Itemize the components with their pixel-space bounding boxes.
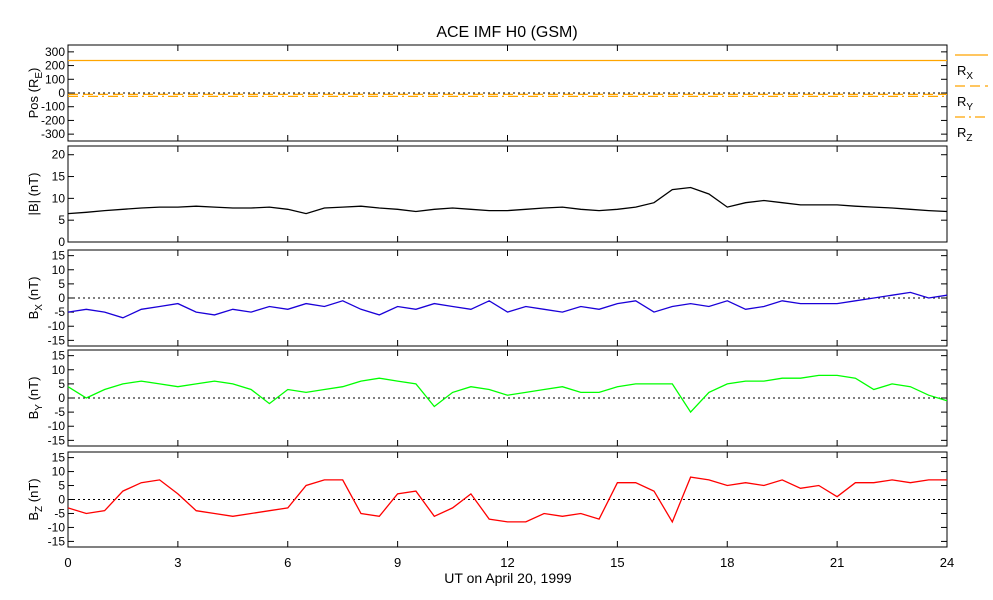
y-tick-label: 0 xyxy=(58,86,65,100)
y-tick-label: 10 xyxy=(52,191,66,205)
y-axis-label: BZ (nT) xyxy=(26,478,45,520)
legend-label: RZ xyxy=(957,125,973,144)
y-tick-label: -300 xyxy=(41,127,65,141)
y-axis-label: |B| (nT) xyxy=(26,173,41,216)
y-axis-label-main: |B| (nT) xyxy=(26,173,41,216)
y-tick-label: 0 xyxy=(58,235,65,249)
x-tick-label: 3 xyxy=(174,555,181,570)
y-tick-label: 5 xyxy=(58,479,65,493)
y-tick-label: 0 xyxy=(58,493,65,507)
series-BZ-line xyxy=(67,476,947,524)
x-axis-label: UT on April 20, 1999 xyxy=(444,570,572,586)
y-tick-label: -5 xyxy=(54,305,65,319)
y-tick-label: 15 xyxy=(52,249,66,263)
y-axis-label: BX (nT) xyxy=(26,277,45,320)
y-axis-label-sub: X xyxy=(34,304,45,311)
y-tick-label: 5 xyxy=(58,377,65,391)
legend-label: RY xyxy=(957,94,973,113)
legend-label-main: R xyxy=(957,63,966,78)
y-axis-label-main: Pos (R xyxy=(26,79,41,119)
series-BX-line xyxy=(67,291,948,319)
y-axis-label-sub: E xyxy=(34,72,45,79)
y-tick-label: 15 xyxy=(52,170,66,184)
y-tick-label: -15 xyxy=(48,433,66,447)
x-tick-label: 0 xyxy=(64,555,71,570)
y-tick-label: 200 xyxy=(45,59,65,73)
x-axis: 0 3 6 9 12 15 18 21 24 xyxy=(64,555,954,570)
chart-title: ACE IMF H0 (GSM) xyxy=(436,24,577,41)
y-tick-label: -15 xyxy=(48,534,66,548)
y-tick-label: 100 xyxy=(45,72,65,86)
legend-label-sub: Y xyxy=(966,102,973,113)
series-B-line xyxy=(67,186,948,215)
y-axis-label-tail: (nT) xyxy=(26,277,41,304)
panel-bmag: 0 5 10 15 20 |B| (nT) xyxy=(26,145,948,249)
y-tick-label: 5 xyxy=(58,277,65,291)
y-axis-label-sub: Z xyxy=(34,506,45,512)
y-tick-label: 15 xyxy=(52,349,66,363)
x-tick-label: 15 xyxy=(610,555,624,570)
y-tick-label: 15 xyxy=(52,451,66,465)
x-tick-label: 18 xyxy=(720,555,734,570)
y-axis-label-main: B xyxy=(26,512,41,521)
y-tick-label: 10 xyxy=(52,465,66,479)
y-tick-label: -10 xyxy=(48,319,66,333)
legend-label-main: R xyxy=(957,125,966,140)
y-tick-label: 10 xyxy=(52,363,66,377)
x-tick-label: 12 xyxy=(500,555,514,570)
y-tick-label: 0 xyxy=(58,291,65,305)
legend-label-sub: X xyxy=(966,71,973,82)
legend-label-main: R xyxy=(957,94,966,109)
y-tick-label: 10 xyxy=(52,263,66,277)
y-axis-label-sub: Y xyxy=(34,404,45,411)
series-BY-line xyxy=(67,374,948,414)
y-axis-label-tail: (nT) xyxy=(26,478,41,505)
y-tick-label: -10 xyxy=(48,520,66,534)
y-tick-label: -100 xyxy=(41,100,65,114)
y-tick-label: -5 xyxy=(54,506,65,520)
y-axis-label-main: B xyxy=(26,411,41,420)
y-tick-label: 0 xyxy=(58,391,65,405)
x-tick-label: 24 xyxy=(940,555,954,570)
y-axis-label-main: B xyxy=(26,311,41,320)
legend-label-sub: Z xyxy=(966,133,972,144)
y-tick-label: 300 xyxy=(45,45,65,59)
y-tick-label: 20 xyxy=(52,148,66,162)
y-tick-label: -10 xyxy=(48,419,66,433)
y-axis-label: BY (nT) xyxy=(26,377,45,420)
y-tick-label: -5 xyxy=(54,405,65,419)
y-axis-label: Pos (RE) xyxy=(26,68,45,119)
y-tick-label: 5 xyxy=(58,213,65,227)
y-axis-label-tail: ) xyxy=(26,68,41,72)
y-axis-label-tail: (nT) xyxy=(26,377,41,404)
x-tick-label: 21 xyxy=(830,555,844,570)
y-tick-label: -200 xyxy=(41,113,65,127)
legend-label: RX xyxy=(957,63,973,82)
x-tick-label: 6 xyxy=(284,555,291,570)
panel-frame xyxy=(67,145,948,243)
x-tick-label: 9 xyxy=(394,555,401,570)
y-tick-label: -15 xyxy=(48,333,66,347)
